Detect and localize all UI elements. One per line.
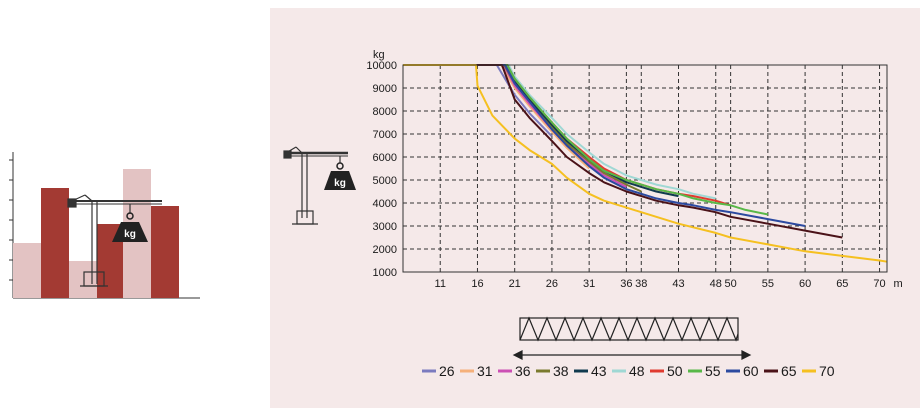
chart-weight-label: kg <box>334 178 346 189</box>
x-tick-label: 16 <box>471 278 483 290</box>
plot-frame <box>402 64 888 273</box>
crane-thumbnail: kg <box>9 152 200 299</box>
y-tick-label: 6000 <box>373 152 397 164</box>
thumb-bar-dark-1 <box>41 188 69 298</box>
x-tick-label: 11 <box>435 278 446 290</box>
legend-label-70: 70 <box>819 363 835 379</box>
thumb-crane-icon <box>67 194 162 287</box>
legend-label-55: 55 <box>705 363 721 379</box>
series-line-48 <box>403 64 716 200</box>
thumb-weight-label: kg <box>124 229 136 240</box>
x-tick-label: 55 <box>762 278 774 290</box>
x-tick-label: 43 <box>672 278 684 290</box>
series-line-31 <box>403 64 590 170</box>
legend-label-60: 60 <box>743 363 759 379</box>
chart-crane-icon <box>283 146 348 225</box>
y-tick-label: 8000 <box>373 106 397 118</box>
series-line-70 <box>403 64 888 263</box>
x-tick-label: 31 <box>583 278 595 290</box>
legend: 26 31 36 38 43 48 50 55 60 65 70 <box>422 363 835 379</box>
y-tick-label: 5000 <box>373 175 397 187</box>
series-line-55 <box>403 64 769 216</box>
x-tick-label: 50 <box>725 278 737 290</box>
legend-label-50: 50 <box>667 363 683 379</box>
axes: 1000 2000 3000 4000 5000 6000 7000 8000 9000 1000… <box>366 49 902 290</box>
thumb-axis-ticks <box>9 159 13 281</box>
x-tick-label: 48 <box>710 278 722 290</box>
series-line-60 <box>403 64 806 227</box>
y-tick-label: 3000 <box>373 221 397 233</box>
load-chart: kg 1000200030004000500060007000800090001… <box>283 49 903 379</box>
x-tick-label: 38 <box>635 278 647 290</box>
legend-label-26: 26 <box>439 363 455 379</box>
y-tick-label: 1000 <box>373 267 397 279</box>
y-tick-label: 9000 <box>373 83 397 95</box>
y-axis-label: kg <box>373 49 385 61</box>
load-chart-panel: kg 1000 2000 3000 4000 5000 6000 7000 8000 9000 1… <box>270 8 920 408</box>
x-tick-label: 36 <box>620 278 632 290</box>
y-tick-label: 4000 <box>373 198 397 210</box>
x-axis-unit: m <box>894 278 903 290</box>
thumb-bar-dark-3 <box>151 206 179 298</box>
x-tick-label: 60 <box>799 278 811 290</box>
y-tick-label: 2000 <box>373 244 397 256</box>
thumb-bar-light-2 <box>69 261 97 298</box>
y-tick-label: 10000 <box>366 60 397 72</box>
legend-label-48: 48 <box>629 363 645 379</box>
chart-weight-icon: kg <box>324 162 356 190</box>
thumb-weight-icon: kg <box>112 212 148 242</box>
x-tick-label: 26 <box>546 278 558 290</box>
x-tick-label: 21 <box>509 278 521 290</box>
jib-truss-icon <box>519 316 739 342</box>
x-tick-label: 65 <box>836 278 848 290</box>
grid <box>403 65 887 272</box>
thumb-bar-light-1 <box>13 243 41 298</box>
x-tick-label: 70 <box>873 278 885 290</box>
y-tick-label: 7000 <box>373 129 397 141</box>
legend-label-65: 65 <box>781 363 797 379</box>
legend-label-31: 31 <box>477 363 493 379</box>
jib-length-arrow <box>512 350 752 360</box>
legend-label-38: 38 <box>553 363 569 379</box>
legend-label-43: 43 <box>591 363 607 379</box>
series-line-65 <box>403 64 843 239</box>
series-lines <box>403 64 888 263</box>
legend-label-36: 36 <box>515 363 531 379</box>
